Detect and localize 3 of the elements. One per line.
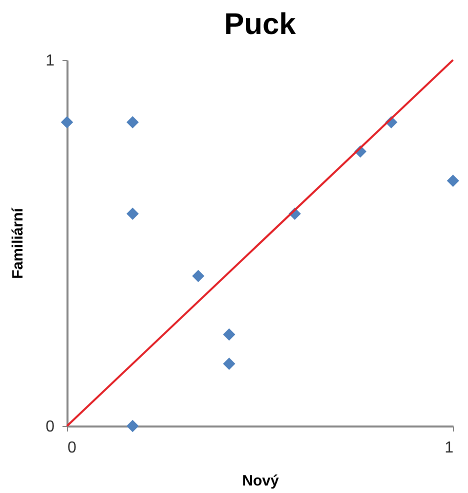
x-axis-title: Nový [242,472,280,490]
y-axis-title: Familiární [10,207,27,279]
chart-title: Puck [224,8,296,41]
